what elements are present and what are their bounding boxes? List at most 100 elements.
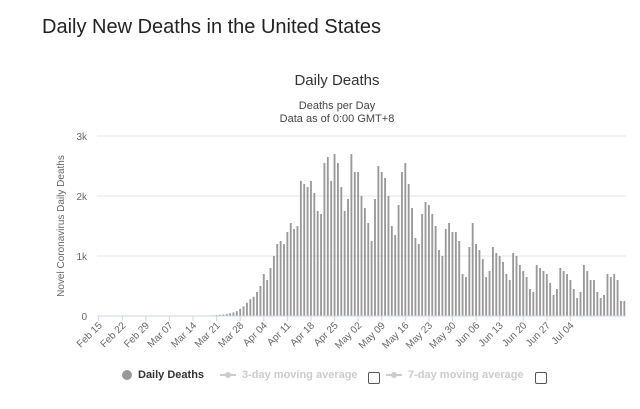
legend-item-7-day-average[interactable]: 7-day moving average: [386, 369, 524, 381]
bar[interactable]: [465, 277, 467, 316]
bar[interactable]: [307, 187, 309, 316]
bar[interactable]: [586, 271, 588, 316]
bar[interactable]: [441, 256, 443, 316]
bar[interactable]: [310, 181, 312, 316]
bar[interactable]: [273, 256, 275, 316]
bar[interactable]: [573, 289, 575, 316]
bar[interactable]: [569, 280, 571, 316]
bar[interactable]: [249, 299, 251, 316]
bar[interactable]: [607, 274, 609, 316]
bar[interactable]: [495, 253, 497, 316]
bar[interactable]: [546, 274, 548, 316]
bar[interactable]: [431, 214, 433, 316]
bar[interactable]: [536, 265, 538, 316]
bar[interactable]: [522, 271, 524, 316]
bar[interactable]: [374, 199, 376, 316]
bar[interactable]: [256, 292, 258, 316]
bar[interactable]: [340, 187, 342, 316]
legend-item-3-day-average[interactable]: 3-day moving average: [220, 369, 358, 381]
bar[interactable]: [243, 306, 245, 316]
bar[interactable]: [421, 214, 423, 316]
bar[interactable]: [290, 223, 292, 316]
bar[interactable]: [367, 223, 369, 316]
legend-item-daily-deaths[interactable]: Daily Deaths: [122, 369, 204, 381]
bar[interactable]: [596, 292, 598, 316]
bar[interactable]: [462, 274, 464, 316]
bar[interactable]: [276, 244, 278, 316]
bar[interactable]: [401, 172, 403, 316]
bar[interactable]: [364, 208, 366, 316]
bar[interactable]: [603, 295, 605, 316]
bar[interactable]: [482, 259, 484, 316]
bar[interactable]: [246, 303, 248, 316]
bar[interactable]: [610, 277, 612, 316]
bar[interactable]: [337, 163, 339, 316]
bar[interactable]: [334, 154, 336, 316]
bar[interactable]: [549, 283, 551, 316]
bar[interactable]: [361, 196, 363, 316]
bar[interactable]: [313, 193, 315, 316]
bar[interactable]: [239, 309, 241, 316]
bar[interactable]: [553, 295, 555, 316]
bar[interactable]: [516, 256, 518, 316]
bar[interactable]: [475, 244, 477, 316]
bar[interactable]: [448, 223, 450, 316]
bar[interactable]: [408, 184, 410, 316]
bar[interactable]: [398, 205, 400, 316]
bar[interactable]: [502, 262, 504, 316]
bar[interactable]: [613, 274, 615, 316]
bar[interactable]: [381, 172, 383, 316]
bar[interactable]: [519, 265, 521, 316]
bar[interactable]: [543, 271, 545, 316]
bar[interactable]: [593, 280, 595, 316]
bar[interactable]: [428, 205, 430, 316]
bar[interactable]: [411, 208, 413, 316]
bar[interactable]: [280, 241, 282, 316]
bar[interactable]: [259, 286, 261, 316]
bar[interactable]: [512, 253, 514, 316]
bar[interactable]: [293, 229, 295, 316]
bar[interactable]: [559, 268, 561, 316]
bar[interactable]: [458, 241, 460, 316]
bar[interactable]: [347, 199, 349, 316]
bar[interactable]: [532, 292, 534, 316]
bar[interactable]: [233, 312, 235, 316]
bar[interactable]: [283, 244, 285, 316]
bar[interactable]: [394, 235, 396, 316]
bar[interactable]: [425, 202, 427, 316]
bar[interactable]: [324, 163, 326, 316]
bar[interactable]: [303, 184, 305, 316]
bar[interactable]: [354, 172, 356, 316]
bar[interactable]: [529, 289, 531, 316]
bar[interactable]: [600, 298, 602, 316]
bar[interactable]: [253, 297, 255, 316]
bar[interactable]: [590, 280, 592, 316]
bar[interactable]: [391, 226, 393, 316]
bar[interactable]: [485, 277, 487, 316]
bar[interactable]: [438, 250, 440, 316]
checkbox-7-day-average[interactable]: [535, 372, 547, 384]
bar[interactable]: [580, 292, 582, 316]
bar[interactable]: [563, 271, 565, 316]
bar[interactable]: [404, 163, 406, 316]
bar[interactable]: [384, 178, 386, 316]
bar[interactable]: [539, 268, 541, 316]
bar[interactable]: [576, 298, 578, 316]
bar[interactable]: [556, 289, 558, 316]
bar[interactable]: [489, 271, 491, 316]
bar[interactable]: [320, 214, 322, 316]
bar[interactable]: [499, 256, 501, 316]
bar[interactable]: [418, 244, 420, 316]
bar[interactable]: [344, 211, 346, 316]
bar[interactable]: [583, 265, 585, 316]
bar[interactable]: [236, 311, 238, 316]
bar[interactable]: [317, 211, 319, 316]
bar[interactable]: [266, 280, 268, 316]
bar[interactable]: [468, 247, 470, 316]
bar[interactable]: [455, 232, 457, 316]
bar[interactable]: [350, 154, 352, 316]
bar[interactable]: [357, 172, 359, 316]
bar[interactable]: [388, 196, 390, 316]
checkbox-3-day-average[interactable]: [368, 372, 380, 384]
bar[interactable]: [617, 280, 619, 316]
